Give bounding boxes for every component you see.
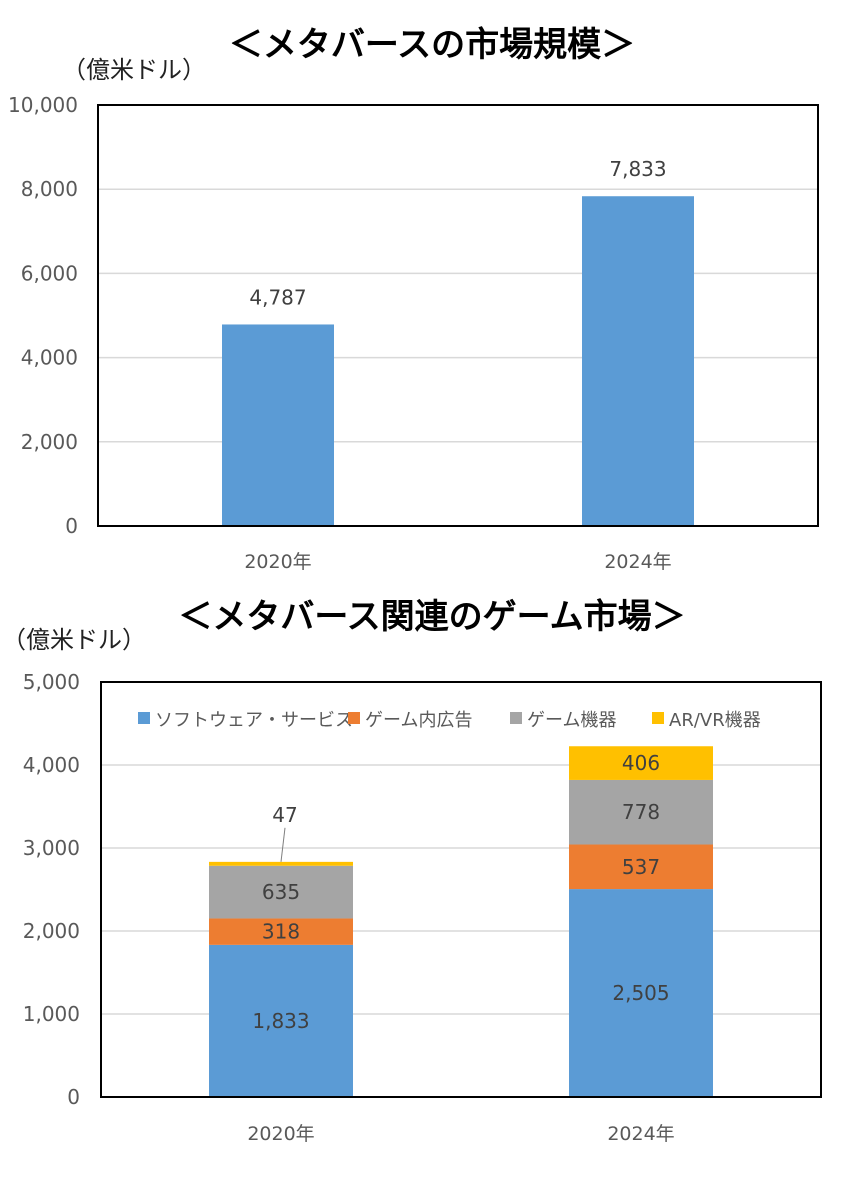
- chart-2-unit-label: （億米ドル）: [2, 626, 146, 654]
- chart-2-y-tick-label: 1,000: [23, 1002, 80, 1026]
- chart-2-y-tick-label: 2,000: [23, 919, 80, 943]
- chart-1-y-tick-label: 8,000: [21, 177, 78, 201]
- chart-1-y-tick-label: 0: [65, 514, 78, 538]
- chart-2-bar-segment: [569, 779, 713, 845]
- legend-label: ゲーム内広告: [365, 710, 472, 731]
- chart-2-bar-segment: [209, 944, 353, 1097]
- chart-2-plot-border: [100, 681, 822, 1098]
- chart-1-y-tick-label: 2,000: [21, 430, 78, 454]
- legend-swatch: [348, 712, 360, 724]
- chart-1-x-tick-label: 2020年: [244, 551, 311, 573]
- chart-2-bar-segment: [569, 746, 713, 780]
- legend-swatch: [510, 712, 522, 724]
- chart-2-data-label: 635: [262, 880, 300, 904]
- chart-2-x-tick-label: 2020年: [247, 1123, 314, 1145]
- legend-label: AR/VR機器: [669, 710, 761, 731]
- chart-2-data-label: 537: [622, 855, 660, 879]
- chart-2-data-label: 778: [622, 800, 660, 824]
- chart-2-y-tick-label: 4,000: [23, 753, 80, 777]
- chart-1-y-tick-label: 10,000: [8, 93, 78, 117]
- legend-label: ゲーム機器: [527, 710, 616, 731]
- chart-1-y-tick-label: 4,000: [21, 346, 78, 370]
- legend-swatch: [652, 712, 664, 724]
- chart-1-unit-label: （億米ドル）: [62, 56, 206, 84]
- chart-1-y-tick-label: 6,000: [21, 261, 78, 285]
- chart-1-title: ＜メタバースの市場規模＞: [229, 25, 635, 65]
- chart-2-x-tick-label: 2024年: [607, 1123, 674, 1145]
- legend-label: ソフトウェア・サービス: [155, 710, 353, 731]
- chart-2-bar-segment: [209, 861, 353, 866]
- legend-swatch: [138, 712, 150, 724]
- chart-1-plot-border: [97, 104, 819, 527]
- chart-2-bar-segment: [209, 918, 353, 945]
- chart-2-data-label: 406: [622, 751, 660, 775]
- chart-1-data-label: 4,787: [249, 285, 306, 309]
- chart-2-bar-segment: [569, 844, 713, 890]
- chart-1-bar: [222, 324, 334, 526]
- chart-2-data-label: 2,505: [612, 981, 669, 1005]
- chart-2-title: ＜メタバース関連のゲーム市場＞: [178, 597, 685, 637]
- chart-2-bar-segment: [569, 889, 713, 1097]
- chart-2-data-label: 1,833: [252, 1009, 309, 1033]
- chart-2-bar-segment: [209, 865, 353, 919]
- chart-2-data-label: 47: [272, 803, 297, 827]
- chart-2-y-tick-label: 0: [67, 1085, 80, 1109]
- chart-2-legend: ソフトウェア・サービス ゲーム内広告 ゲーム機器 AR/VR機器: [138, 710, 761, 731]
- chart-1: ＜メタバースの市場規模＞ （億米ドル） 0 2,000 4,000 6,000 8,00…: [8, 25, 819, 573]
- chart-2-leader-line: [280, 827, 286, 862]
- chart-1-bar: [582, 196, 694, 526]
- chart-2-y-tick-label: 5,000: [23, 670, 80, 694]
- chart-1-data-label: 7,833: [609, 157, 666, 181]
- chart-2-data-label: 318: [262, 920, 300, 944]
- chart-2: ＜メタバース関連のゲーム市場＞ （億米ドル） 0 1,000 2,000 3,000 4…: [2, 597, 822, 1145]
- chart-2-y-tick-label: 3,000: [23, 836, 80, 860]
- chart-1-x-tick-label: 2024年: [604, 551, 671, 573]
